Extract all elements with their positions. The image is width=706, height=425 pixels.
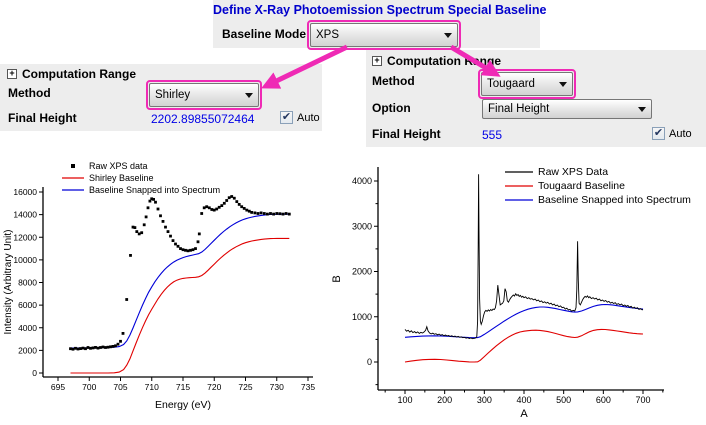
svg-text:600: 600: [596, 395, 611, 405]
svg-text:500: 500: [556, 395, 571, 405]
method-dropdown-value: Shirley: [155, 89, 191, 101]
highlight-box-shirley-method: Shirley: [146, 80, 262, 110]
axes: [377, 167, 664, 391]
option-label: Option: [372, 101, 411, 115]
svg-text:730: 730: [270, 382, 284, 392]
auto-checkbox[interactable]: [652, 127, 665, 140]
chevron-down-icon[interactable]: [634, 101, 650, 117]
dialog-title: Define X-Ray Photoemission Spectrum Spec…: [213, 3, 547, 17]
chevron-down-icon[interactable]: [241, 85, 257, 105]
svg-text:695: 695: [51, 382, 65, 392]
svg-text:4000: 4000: [352, 176, 372, 186]
svg-text:2000: 2000: [352, 267, 372, 277]
right-chart-svg: 100 200 300 400 500 600 700 0 1000 2000 3000 4000 A B…: [331, 166, 691, 420]
legend: Raw XPS Data Tougaard Baseline Baseline Sn…: [505, 166, 691, 206]
auto-checkbox[interactable]: [280, 111, 293, 124]
tick-labels: 695 700 705 710 715 720 725 730 735 0 2000 4000 6000…: [13, 187, 315, 392]
y-axis-label: B: [331, 275, 343, 282]
method-dropdown-tougaard[interactable]: Tougaard: [481, 72, 573, 96]
svg-text:705: 705: [113, 382, 127, 392]
highlight-box-baseline-mode: XPS: [307, 20, 461, 50]
auto-checkbox-group: Auto: [280, 111, 320, 124]
svg-text:700: 700: [82, 382, 96, 392]
svg-text:Raw XPS data: Raw XPS data: [89, 161, 148, 171]
method-dropdown-shirley[interactable]: Shirley: [149, 83, 259, 107]
auto-checkbox-group: Auto: [652, 127, 692, 140]
svg-text:16000: 16000: [13, 187, 37, 197]
legend: Raw XPS data Shirley Baseline Baseline Sna…: [62, 161, 220, 195]
svg-text:715: 715: [176, 382, 190, 392]
svg-text:Baseline Snapped into Spectrum: Baseline Snapped into Spectrum: [538, 194, 691, 206]
shirley-settings-panel: Computation Range Method Shirley Final H…: [0, 64, 322, 131]
expand-plus-icon[interactable]: [7, 69, 17, 79]
svg-text:14000: 14000: [13, 210, 37, 220]
y-axis-label: Intensity (Arbitrary Unit): [3, 229, 14, 334]
baseline-dialog-header: Define X-Ray Photoemission Spectrum Spec…: [213, 0, 547, 50]
series-baseline-snapped-into-spectrum: [70, 213, 290, 349]
svg-text:725: 725: [238, 382, 252, 392]
final-height-value[interactable]: 2202.89855072464: [151, 112, 255, 126]
method-label: Method: [8, 86, 51, 100]
chevron-down-icon[interactable]: [555, 74, 571, 94]
series-baseline-snapped-into-spectrum: [404, 303, 644, 339]
series-raw-xps-data: [404, 174, 644, 340]
auto-label: Auto: [669, 127, 692, 140]
tougaard-baseline-chart: 100 200 300 400 500 600 700 0 1000 2000 3000 4000 A B…: [330, 155, 706, 425]
baseline-mode-dropdown[interactable]: XPS: [310, 23, 458, 47]
baseline-mode-label: Baseline Mode: [222, 27, 307, 41]
svg-text:2000: 2000: [18, 345, 37, 355]
x-axis-label: A: [520, 408, 528, 420]
left-chart-svg: 695 700 705 710 715 720 725 730 735 0 2000 4000 6000…: [3, 161, 315, 411]
tick-labels: 100 200 300 400 500 600 700 0 1000 2000 3000 4000: [352, 176, 651, 405]
final-height-label: Final Height: [372, 127, 441, 141]
svg-text:12000: 12000: [13, 232, 37, 242]
svg-text:Raw XPS Data: Raw XPS Data: [538, 166, 608, 178]
final-height-value[interactable]: 555: [482, 128, 503, 142]
final-height-label: Final Height: [8, 111, 77, 125]
svg-text:10000: 10000: [13, 255, 37, 265]
svg-text:720: 720: [207, 382, 221, 392]
svg-text:4000: 4000: [18, 323, 37, 333]
svg-text:735: 735: [301, 382, 315, 392]
svg-text:100: 100: [397, 395, 412, 405]
svg-text:700: 700: [635, 395, 650, 405]
computation-range-label: Computation Range: [22, 67, 136, 81]
svg-text:Shirley Baseline: Shirley Baseline: [89, 173, 154, 183]
svg-text:0: 0: [367, 357, 372, 367]
shirley-baseline-chart: 695 700 705 710 715 720 725 730 735 0 2000 4000 6000…: [0, 155, 340, 425]
computation-range-label: Computation Range: [387, 54, 501, 68]
svg-text:6000: 6000: [18, 300, 37, 310]
series-tougaard-baseline: [404, 328, 644, 363]
svg-text:0: 0: [32, 368, 37, 378]
ticks: [39, 191, 309, 381]
chevron-down-icon[interactable]: [440, 25, 456, 45]
svg-text:200: 200: [437, 395, 452, 405]
svg-text:3000: 3000: [352, 221, 372, 231]
series-shirley-baseline: [70, 237, 290, 374]
svg-text:8000: 8000: [18, 278, 37, 288]
option-dropdown-value: Final Height: [488, 103, 550, 115]
svg-text:300: 300: [477, 395, 492, 405]
svg-text:400: 400: [516, 395, 531, 405]
svg-text:Baseline Snapped into Spectrum: Baseline Snapped into Spectrum: [89, 185, 220, 195]
series-raw-xps-data: [69, 195, 291, 351]
x-axis-label: Energy (eV): [155, 399, 211, 411]
method-dropdown-value: Tougaard: [487, 78, 535, 90]
highlight-box-tougaard-method: Tougaard: [478, 69, 576, 99]
svg-text:Tougaard Baseline: Tougaard Baseline: [538, 180, 625, 192]
svg-text:1000: 1000: [352, 312, 372, 322]
expand-plus-icon[interactable]: [372, 56, 382, 66]
svg-text:710: 710: [145, 382, 159, 392]
auto-label: Auto: [297, 111, 320, 124]
method-label: Method: [372, 74, 415, 88]
tougaard-settings-panel: Computation Range Method Tougaard Option…: [366, 50, 706, 147]
ticks: [374, 180, 664, 394]
baseline-mode-dropdown-value: XPS: [316, 29, 340, 41]
option-dropdown[interactable]: Final Height: [482, 99, 652, 119]
